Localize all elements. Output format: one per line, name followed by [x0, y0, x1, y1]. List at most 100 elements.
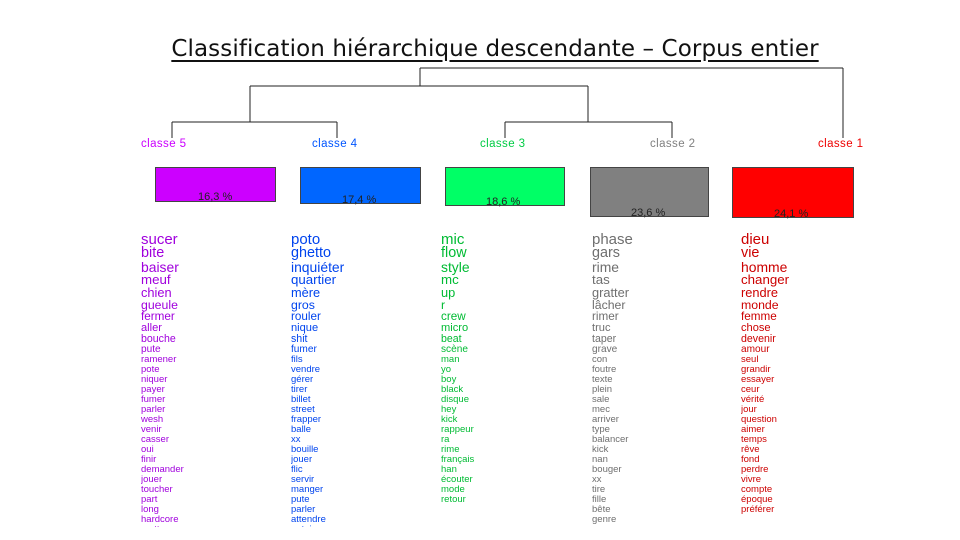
class-5-word-list: sucer bite baiser meuf chien gueule fermer alle… [141, 233, 184, 527]
class-5-word: sucer [141, 233, 178, 248]
class-1-word-list: dieu vie homme changer rendre monde femme chose… [741, 233, 789, 527]
class-5-word: mettre [141, 525, 184, 528]
class-3-word: black [441, 384, 464, 395]
class-2-word: gars [592, 245, 620, 261]
class-1-word: monde [741, 298, 779, 312]
class-2-word: grave [592, 343, 618, 355]
class-3-word-list: mic flow style mc up r crew micro beat scène man yo… [441, 233, 474, 527]
class-4-word: frapper [291, 414, 322, 425]
class-4-word: attendre [291, 514, 326, 525]
class-5-word: wesh [141, 414, 164, 425]
class-5-word: bite [141, 245, 165, 261]
class-3-word: han [441, 464, 457, 475]
class-5-word: chien [141, 284, 172, 300]
class-1-word: perdre [741, 464, 769, 475]
class-4-word: fils [291, 354, 303, 365]
class-4-word: pute [291, 494, 310, 505]
class-4-word: billet [291, 394, 311, 405]
class-4-word: xx [291, 434, 301, 445]
class-2-word: arriver [592, 414, 619, 425]
class-4-word: street [291, 404, 315, 415]
class-4-word: putain [291, 525, 344, 528]
class-4-word: mère [291, 284, 321, 300]
class-1-word: seul [741, 354, 759, 365]
class-5-word: parler [141, 404, 166, 415]
class-1-word: chose [741, 321, 771, 334]
class-3-word: r [441, 298, 446, 312]
class-4-word: servir [291, 474, 315, 485]
class-4-word: flic [291, 464, 303, 475]
class-3-word: disque [441, 394, 469, 405]
class-1-word: fond [741, 454, 760, 465]
class-1-word: époque [741, 494, 773, 505]
class-2-word: tas [592, 271, 610, 287]
class-4-word: vendre [291, 364, 321, 375]
class-5-word: hardcore [141, 514, 179, 525]
class-2-word: rimer [592, 310, 619, 323]
class-5-word: payer [141, 384, 165, 395]
class-2-box: 23,6 % [590, 167, 709, 219]
class-3-word: écouter [441, 474, 473, 485]
class-2-word: mec [592, 404, 610, 415]
class-2-word: nan [592, 454, 608, 465]
class-5-word: long [141, 504, 159, 515]
class-3-percent: 18,6 % [486, 196, 521, 208]
class-4-word: nique [291, 321, 319, 334]
class-4-box: 17,4 % [300, 167, 421, 206]
class-1-word: rêve [741, 444, 760, 455]
class-1-box: 24,1 % [732, 167, 854, 220]
class-3-word: micro [441, 321, 469, 334]
class-1-word: grandir [741, 364, 771, 375]
class-2-word: gratter [592, 284, 629, 300]
class-5-box: 16,3 % [155, 167, 276, 203]
class-1-percent: 24,1 % [774, 208, 809, 220]
class-2-word: lâcher [592, 298, 626, 312]
class-4-word: tirer [291, 384, 308, 395]
class-1-word: rendre [741, 284, 778, 300]
class-5-word: part [141, 494, 158, 505]
class-4-word: fumer [291, 343, 317, 355]
class-1-word: femme [741, 310, 777, 323]
class-2-word: balancer [592, 434, 629, 445]
class-3-word: up [441, 284, 456, 300]
class-1-word: compte [741, 484, 773, 495]
page-title: Classification hiérarchique descendante … [171, 36, 819, 62]
dendrogram-branches [171, 67, 844, 138]
class-5-word: venir [141, 424, 162, 435]
class-4-word: quartier [291, 271, 337, 287]
class-2-word: sale [592, 394, 610, 405]
class-5-word: fermer [141, 310, 175, 323]
class-1-word: devenir [741, 332, 776, 345]
class-4-label: classe 4 [312, 138, 358, 150]
class-5-word: demander [141, 464, 184, 475]
class-1-word: changer [741, 271, 790, 287]
class-3-word: mode [441, 484, 465, 495]
class-2-word: xx [592, 474, 602, 485]
class-4-word: balle [291, 424, 312, 435]
class-1-word: vérité [741, 394, 765, 405]
class-4-word: shit [291, 332, 308, 345]
class-2-word: tire [592, 484, 606, 495]
class-2-word: foutre [592, 364, 617, 375]
class-1-word: ceur [741, 384, 760, 395]
class-2-word: kick [592, 444, 609, 455]
class-4-word: inquiéter [291, 258, 345, 275]
class-2-word: taper [592, 332, 617, 345]
class-2-word: bouger [592, 464, 622, 475]
class-3-word: retour [441, 494, 466, 505]
class-4-word: parler [291, 504, 316, 515]
class-2-word: plein [592, 384, 613, 395]
class-5-word: aller [141, 321, 162, 334]
class-1-word: aimer [741, 424, 765, 435]
class-5-word: toucher [141, 484, 173, 495]
class-3-word: ra [441, 434, 450, 445]
class-1-word: question [741, 414, 777, 425]
class-3-word: man [441, 354, 460, 365]
class-2-word: truc [592, 321, 611, 334]
class-2-word: type [592, 424, 610, 435]
class-1-word: temps [741, 434, 767, 445]
class-1-label: classe 1 [818, 138, 864, 150]
class-5-word: niquer [141, 374, 168, 385]
class-2-word-list: phase gars rime tas gratter lâcher rimer truc ta… [592, 233, 633, 527]
